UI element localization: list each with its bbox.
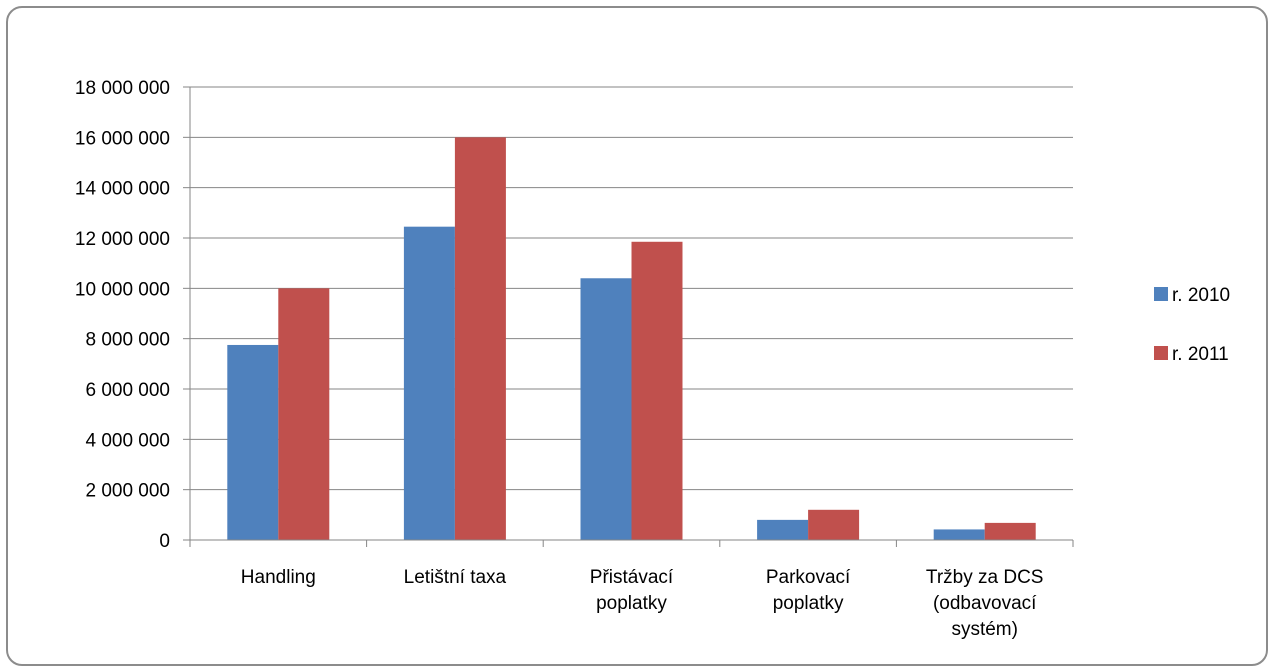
gridlines [190,86,1073,491]
bar-r2011 [278,288,330,540]
legend-swatch [1154,287,1168,301]
x-category-label: Handling [241,567,316,588]
axes [183,86,1074,547]
y-axis-tick-labels: 0 2 000 000 4 000 000 6 000 000 8 000 000 10 … [75,78,170,552]
legend-label: r. 2010 [1172,285,1230,306]
y-tick-label: 18 000 000 [75,78,170,99]
y-tick-label: 6 000 000 [85,380,170,401]
bar-r2010 [227,344,279,540]
bar-r2011 [808,509,860,540]
y-tick-label: 14 000 000 [75,179,170,200]
y-tick-label: 16 000 000 [75,128,170,149]
x-category-label: Parkovací poplatky [766,567,851,614]
y-tick-label: 4 000 000 [85,430,170,451]
bars [227,137,1036,541]
bar-r2011 [984,522,1036,540]
legend-swatch [1154,346,1168,360]
bar-r2010 [933,529,985,540]
bar-r2010 [757,519,809,540]
y-tick-label: 10 000 000 [75,279,170,300]
x-category-label: Přistávací poplatky [590,567,674,614]
bar-r2010 [580,278,632,540]
legend: r. 2010 r. 2011 [1154,285,1230,365]
y-tick-label: 8 000 000 [85,330,170,351]
legend-label: r. 2011 [1172,344,1229,365]
bar-r2010 [403,226,455,541]
y-tick-label: 12 000 000 [75,229,170,250]
x-axis-category-labels: Handling Letištní taxa Přistávací poplatky P… [241,567,1044,640]
bar-r2011 [454,137,506,541]
x-category-label: Letištní taxa [404,567,507,588]
y-tick-label: 0 [159,531,170,552]
x-category-label: Tržby za DCS (odbavovací systém) [926,567,1044,640]
y-tick-label: 2 000 000 [85,481,170,502]
bar-r2011 [631,241,683,540]
